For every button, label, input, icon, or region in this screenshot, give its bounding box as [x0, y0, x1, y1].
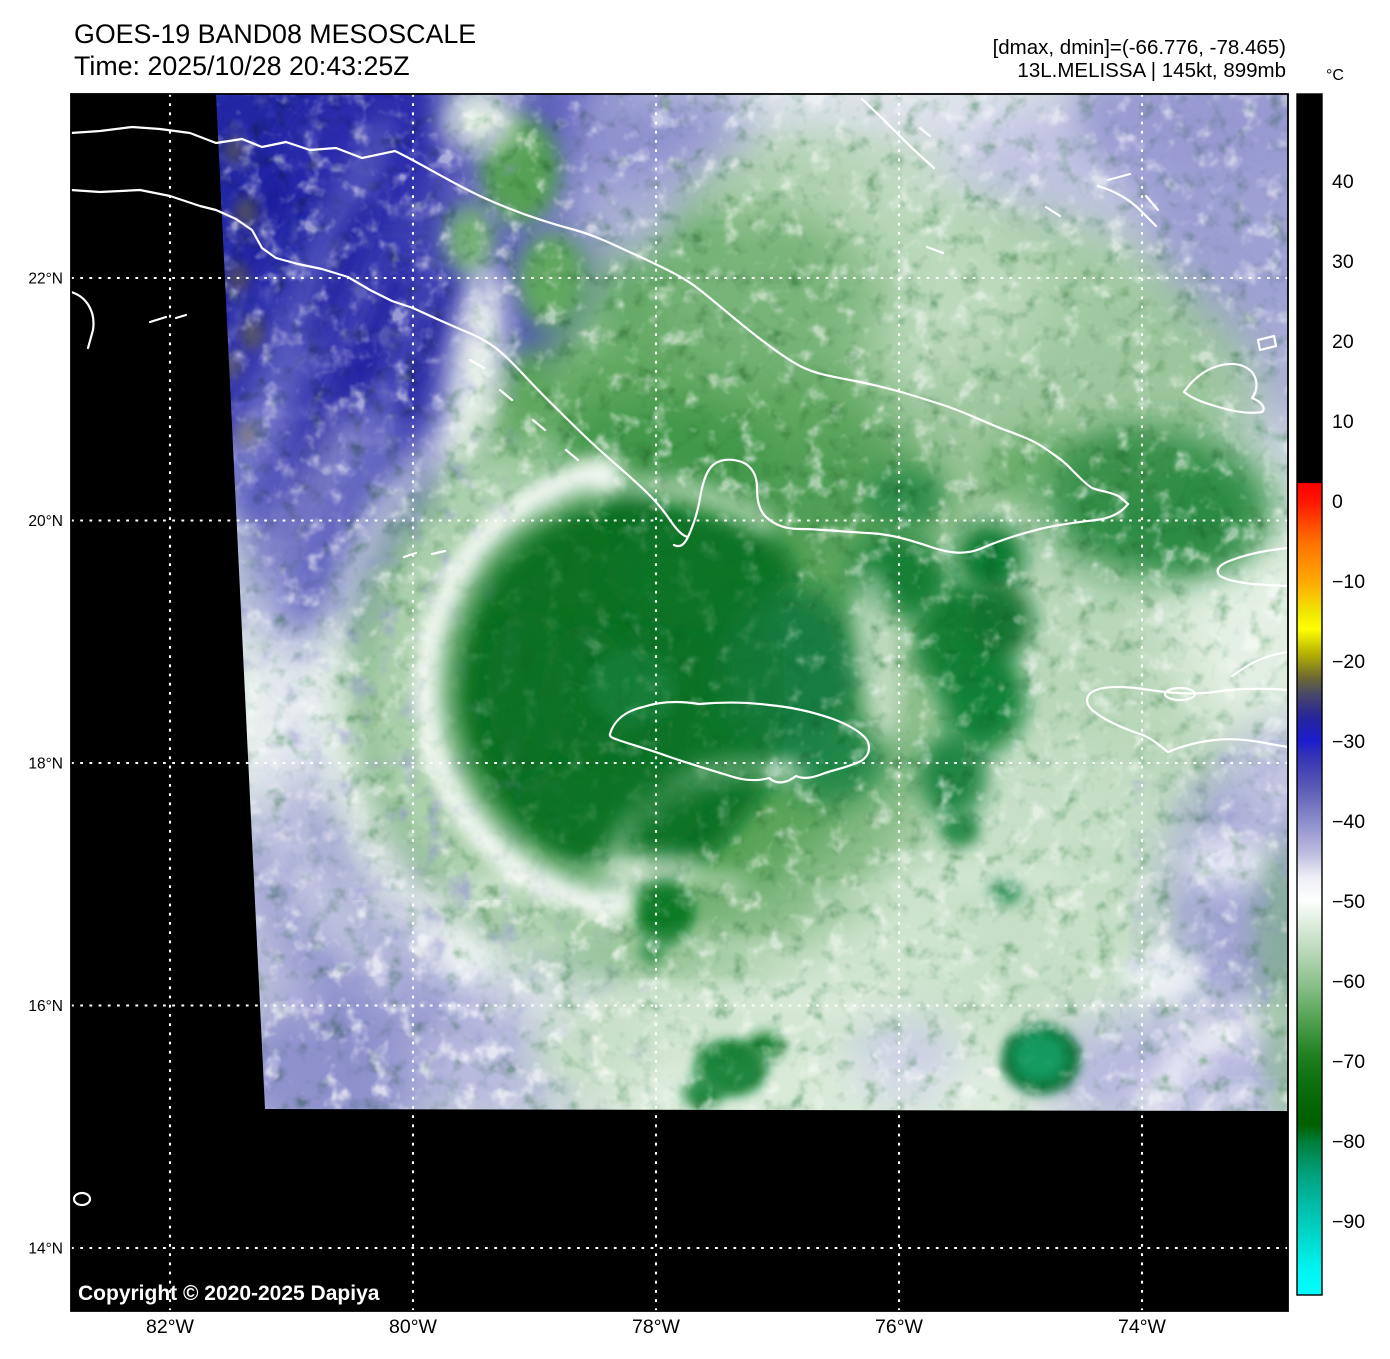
svg-text:[dmax, dmin]=(-66.776, -78.465: [dmax, dmin]=(-66.776, -78.465) [993, 36, 1286, 59]
svg-text:−80: −80 [1332, 1131, 1365, 1153]
svg-text:−60: −60 [1332, 971, 1365, 993]
svg-text:°C: °C [1326, 67, 1344, 84]
svg-text:0: 0 [1332, 491, 1343, 513]
svg-text:10: 10 [1332, 411, 1354, 433]
svg-text:−90: −90 [1332, 1211, 1365, 1233]
svg-text:16°N: 16°N [28, 998, 63, 1015]
svg-text:78°W: 78°W [632, 1316, 680, 1338]
svg-text:76°W: 76°W [875, 1316, 923, 1338]
svg-text:22°N: 22°N [28, 271, 63, 288]
svg-text:Time: 2025/10/28 20:43:25Z: Time: 2025/10/28 20:43:25Z [74, 51, 410, 81]
svg-text:30: 30 [1332, 251, 1354, 273]
svg-text:18°N: 18°N [28, 756, 63, 773]
svg-text:−20: −20 [1332, 651, 1365, 673]
svg-text:20: 20 [1332, 331, 1354, 353]
svg-text:−10: −10 [1332, 571, 1365, 593]
svg-text:20°N: 20°N [28, 513, 63, 530]
svg-text:80°W: 80°W [389, 1316, 437, 1338]
svg-text:13L.MELISSA | 145kt, 899mb: 13L.MELISSA | 145kt, 899mb [1017, 59, 1286, 82]
svg-text:40: 40 [1332, 171, 1354, 193]
svg-text:82°W: 82°W [146, 1316, 194, 1338]
svg-text:−50: −50 [1332, 891, 1365, 913]
svg-text:−70: −70 [1332, 1051, 1365, 1073]
svg-text:Copyright © 2020-2025 Dapiya: Copyright © 2020-2025 Dapiya [78, 1282, 380, 1305]
svg-text:−30: −30 [1332, 731, 1365, 753]
svg-text:GOES-19 BAND08 MESOSCALE: GOES-19 BAND08 MESOSCALE [74, 19, 476, 49]
svg-text:−40: −40 [1332, 811, 1365, 833]
svg-text:74°W: 74°W [1118, 1316, 1166, 1338]
svg-text:14°N: 14°N [28, 1241, 63, 1258]
